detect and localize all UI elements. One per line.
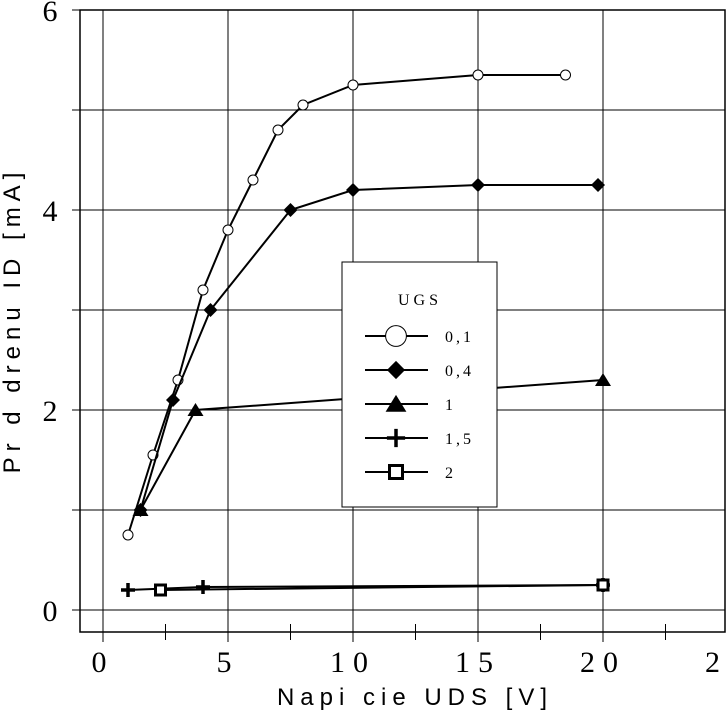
open-circle-marker <box>297 99 309 111</box>
open-circle-marker <box>197 284 209 296</box>
filled-diamond-marker <box>283 203 298 217</box>
y-axis-label: Pr d drenu ID [mA] <box>0 167 26 474</box>
legend-item: 1,5 <box>365 428 474 448</box>
open-circle-marker <box>347 79 359 91</box>
x-axis-label: Napi cie UDS [V] <box>277 684 553 711</box>
open-square-marker <box>388 464 404 480</box>
filled-diamond-marker <box>591 178 605 192</box>
legend-item: 0,1 <box>365 325 474 347</box>
plus-marker <box>196 580 210 594</box>
y-tick-label: 6 <box>43 0 58 28</box>
filled-diamond-marker <box>386 360 406 380</box>
x-tick-labels: 0 5 10 15 20 25 <box>92 646 726 679</box>
x-tick-label: 20 <box>580 646 626 679</box>
filled-triangle-marker <box>385 394 407 412</box>
open-circle-marker <box>385 325 407 347</box>
x-tick-label: 10 <box>330 646 376 679</box>
legend-label: 0,4 <box>445 363 474 380</box>
filled-diamond-marker <box>166 393 180 407</box>
legend-title: UGS <box>398 292 442 309</box>
series-0-4 <box>133 178 605 517</box>
plus-marker <box>386 428 406 448</box>
open-circle-marker <box>222 224 234 236</box>
plus-marker <box>121 583 135 597</box>
grid <box>72 9 726 642</box>
x-tick-label: 5 <box>217 646 240 679</box>
filled-diamond-marker <box>346 183 360 197</box>
legend-label: 2 <box>445 465 456 482</box>
open-circle-marker <box>472 69 484 81</box>
open-circle-marker <box>560 69 571 81</box>
legend-box <box>341 261 498 508</box>
filled-triangle-marker <box>187 403 204 416</box>
open-circle-marker <box>272 124 284 136</box>
legend: UGS 0,1 0,4 1 1,5 2 <box>341 261 498 508</box>
y-tick-label: 2 <box>43 395 58 428</box>
open-square-marker <box>596 578 610 592</box>
x-tick-label: 0 <box>92 646 115 679</box>
filled-diamond-marker <box>203 303 218 317</box>
legend-item: 1 <box>365 394 456 414</box>
y-tick-label: 4 <box>43 195 58 228</box>
legend-label: 1,5 <box>445 431 474 448</box>
x-tick-label: 15 <box>455 646 501 679</box>
filled-triangle-marker <box>595 373 611 386</box>
legend-label: 1 <box>445 397 456 414</box>
y-tick-label: 0 <box>43 595 58 628</box>
legend-item: 2 <box>365 464 456 482</box>
x-tick-label: 25 <box>705 646 726 679</box>
legend-item: 0,4 <box>365 360 474 380</box>
filled-triangle-marker <box>132 503 149 516</box>
filled-diamond-marker <box>471 178 485 192</box>
open-circle-marker <box>247 174 259 186</box>
series-2 <box>154 578 610 597</box>
series-line <box>160 584 604 591</box>
open-circle-marker <box>122 529 134 541</box>
y-tick-labels: 0 2 4 6 <box>43 0 58 628</box>
open-square-marker <box>154 583 167 597</box>
legend-label: 0,1 <box>445 329 474 346</box>
